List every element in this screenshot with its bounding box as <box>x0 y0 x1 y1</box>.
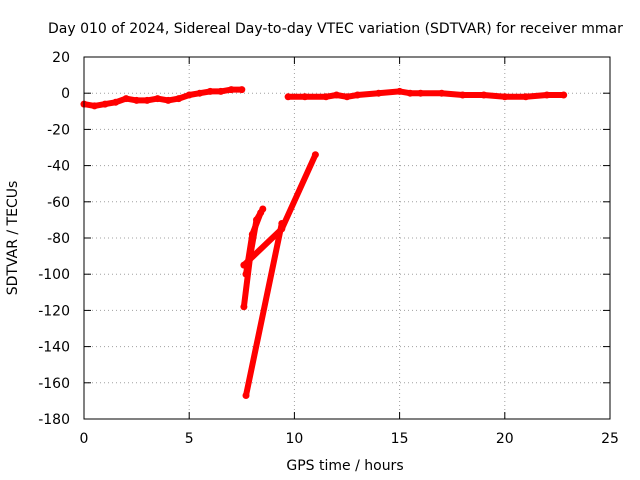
series-line-baseline-late <box>285 88 567 100</box>
y-tick-label: -180 <box>38 412 70 428</box>
data-point <box>227 86 235 94</box>
y-tick-label: -120 <box>38 303 70 319</box>
y-tick-label: -140 <box>38 340 70 356</box>
data-point <box>375 89 383 97</box>
data-point <box>164 96 172 104</box>
data-point <box>101 100 109 108</box>
data-point <box>333 91 340 99</box>
y-tick-label: -80 <box>47 231 70 247</box>
data-point <box>242 392 250 399</box>
data-point <box>354 91 361 99</box>
data-point <box>196 89 204 97</box>
series-line-baseline-early <box>81 86 245 109</box>
data-point <box>206 87 214 95</box>
x-axis-label: GPS time / hours <box>286 458 403 474</box>
y-tick-label: -100 <box>38 267 70 283</box>
data-point <box>311 151 319 159</box>
x-tick-label: 10 <box>285 431 303 447</box>
data-point <box>154 95 162 103</box>
data-point <box>133 96 141 104</box>
data-point <box>438 89 446 97</box>
x-tick-label: 0 <box>80 431 89 447</box>
axis-ticks: 0 5 10 15 20 25 20 0 -20 -40 -60 -80 -100 -120 -140 -16… <box>38 50 619 447</box>
y-tick-label: 0 <box>61 86 70 102</box>
data-point <box>501 93 509 101</box>
data-point <box>560 91 568 99</box>
y-tick-label: -60 <box>47 195 70 211</box>
data-point <box>278 220 286 227</box>
y-tick-label: -40 <box>47 159 70 175</box>
data-point <box>175 95 183 103</box>
y-tick-label: -160 <box>38 376 70 392</box>
data-point <box>248 230 256 238</box>
y-tick-label: -20 <box>47 122 70 138</box>
data-point <box>406 89 414 97</box>
grid-lines <box>84 57 610 419</box>
data-point <box>459 91 467 99</box>
data-point <box>242 270 250 278</box>
data-point <box>343 93 351 101</box>
data-series <box>80 86 568 399</box>
x-tick-label: 5 <box>185 431 194 447</box>
y-axis-label: SDTVAR / TECUs <box>5 181 21 296</box>
data-point <box>122 95 130 103</box>
data-point <box>240 303 248 311</box>
data-point <box>322 93 330 101</box>
chart-title: Day 010 of 2024, Sidereal Day-to-day VTE… <box>48 21 623 37</box>
data-point <box>185 91 193 99</box>
data-point <box>240 261 248 269</box>
data-point <box>522 93 530 101</box>
data-point <box>480 91 488 99</box>
data-point <box>238 86 246 94</box>
data-point <box>91 102 98 110</box>
data-point <box>417 89 425 97</box>
data-point <box>301 93 309 101</box>
data-point <box>143 96 151 104</box>
series-line-spike-4 <box>243 220 285 399</box>
data-point <box>112 98 120 106</box>
data-point <box>284 93 292 101</box>
data-point <box>257 209 265 217</box>
plot-frame <box>83 56 611 420</box>
x-tick-label: 15 <box>391 431 409 447</box>
data-point <box>543 91 551 99</box>
x-tick-label: 25 <box>601 431 619 447</box>
data-point <box>396 87 404 95</box>
data-point <box>217 87 225 95</box>
y-tick-label: 20 <box>52 50 70 66</box>
x-tick-label: 20 <box>496 431 514 447</box>
